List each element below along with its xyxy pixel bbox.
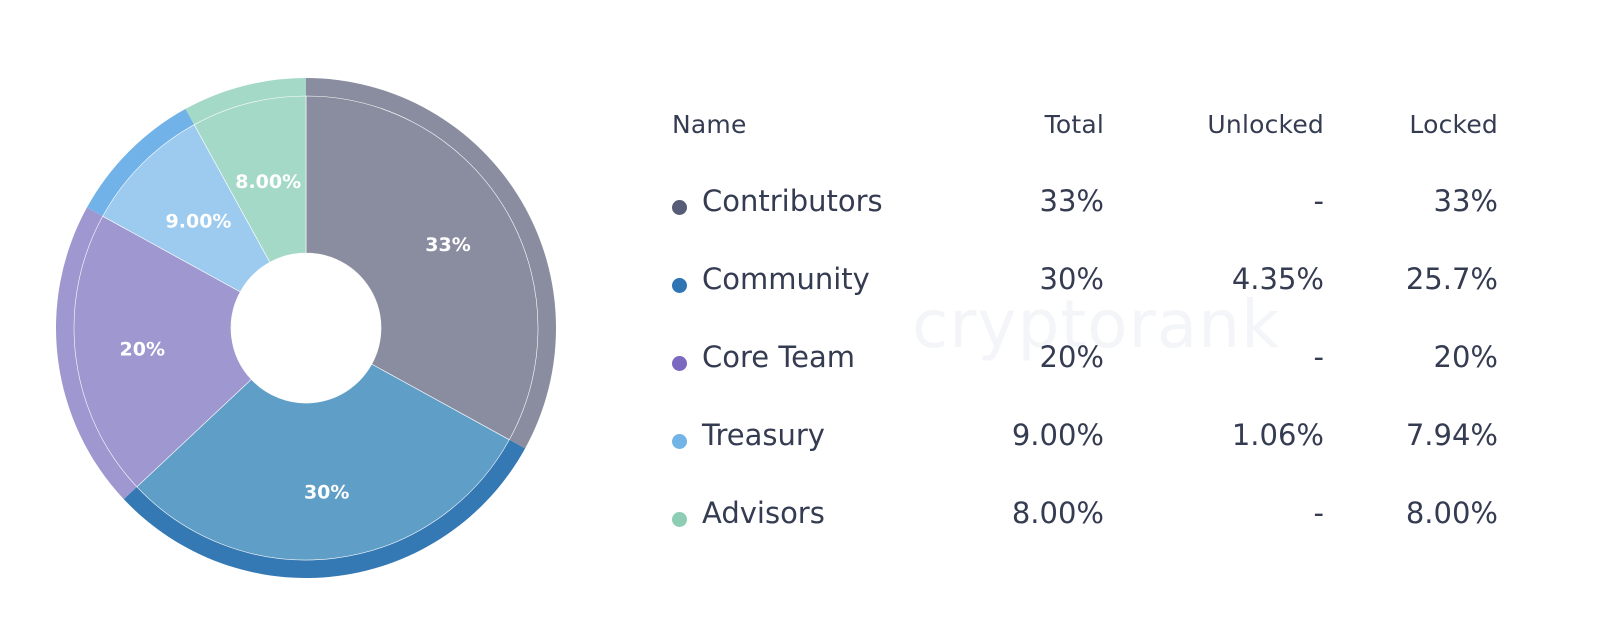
slice-core-team[interactable] bbox=[73, 215, 252, 488]
table-row-community[interactable]: Community 30% 4.35% 25.7% bbox=[672, 246, 1552, 324]
legend-dot-community bbox=[672, 278, 687, 293]
row-total: 20% bbox=[1039, 340, 1104, 374]
row-name: Treasury bbox=[702, 418, 825, 452]
row-total: 33% bbox=[1039, 184, 1104, 218]
row-total: 30% bbox=[1039, 262, 1104, 296]
slice-label-contributors: 33% bbox=[425, 234, 470, 256]
row-locked: 25.7% bbox=[1405, 262, 1498, 296]
row-total: 9.00% bbox=[1011, 418, 1104, 452]
row-unlocked: - bbox=[1313, 340, 1324, 374]
row-total: 8.00% bbox=[1011, 496, 1104, 530]
slice-contributors[interactable] bbox=[305, 95, 539, 441]
table-header: Name Total Unlocked Locked bbox=[672, 88, 1552, 168]
row-unlocked: 4.35% bbox=[1231, 262, 1324, 296]
slice-label-advisors: 8.00% bbox=[235, 171, 301, 193]
table-row-treasury[interactable]: Treasury 9.00% 1.06% 7.94% bbox=[672, 402, 1552, 480]
table-row-core-team[interactable]: Core Team 20% - 20% bbox=[672, 324, 1552, 402]
legend-dot-advisors bbox=[672, 512, 687, 527]
slice-label-community: 30% bbox=[304, 482, 349, 504]
row-locked: 33% bbox=[1433, 184, 1498, 218]
slice-label-core-team: 20% bbox=[120, 339, 165, 361]
table-row-advisors[interactable]: Advisors 8.00% - 8.00% bbox=[672, 480, 1552, 558]
row-name: Community bbox=[702, 262, 870, 296]
row-name: Core Team bbox=[702, 340, 855, 374]
watermark-logo: cryptorank bbox=[912, 286, 1281, 363]
header-total: Total bbox=[1044, 110, 1104, 139]
row-locked: 7.94% bbox=[1405, 418, 1498, 452]
slice-community[interactable] bbox=[136, 363, 510, 561]
row-unlocked: - bbox=[1313, 496, 1324, 530]
slice-label-treasury: 9.00% bbox=[166, 211, 232, 233]
header-locked: Locked bbox=[1409, 110, 1498, 139]
row-name: Contributors bbox=[702, 184, 883, 218]
slice-treasury[interactable] bbox=[102, 124, 271, 293]
row-unlocked: 1.06% bbox=[1231, 418, 1324, 452]
row-unlocked: - bbox=[1313, 184, 1324, 218]
row-locked: 20% bbox=[1433, 340, 1498, 374]
allocation-donut-chart: 33% 30% 20% 9.00%8.00% bbox=[56, 78, 557, 579]
legend-dot-core-team bbox=[672, 356, 687, 371]
row-name: Advisors bbox=[702, 496, 825, 530]
slice-advisors[interactable] bbox=[193, 95, 307, 263]
row-locked: 8.00% bbox=[1405, 496, 1498, 530]
table-row-contributors[interactable]: Contributors 33% - 33% bbox=[672, 168, 1552, 246]
legend-dot-contributors bbox=[672, 200, 687, 215]
header-name: Name bbox=[672, 110, 747, 139]
legend-dot-treasury bbox=[672, 434, 687, 449]
allocation-table: Name Total Unlocked Locked Contributors … bbox=[672, 88, 1552, 558]
header-unlocked: Unlocked bbox=[1207, 110, 1324, 139]
